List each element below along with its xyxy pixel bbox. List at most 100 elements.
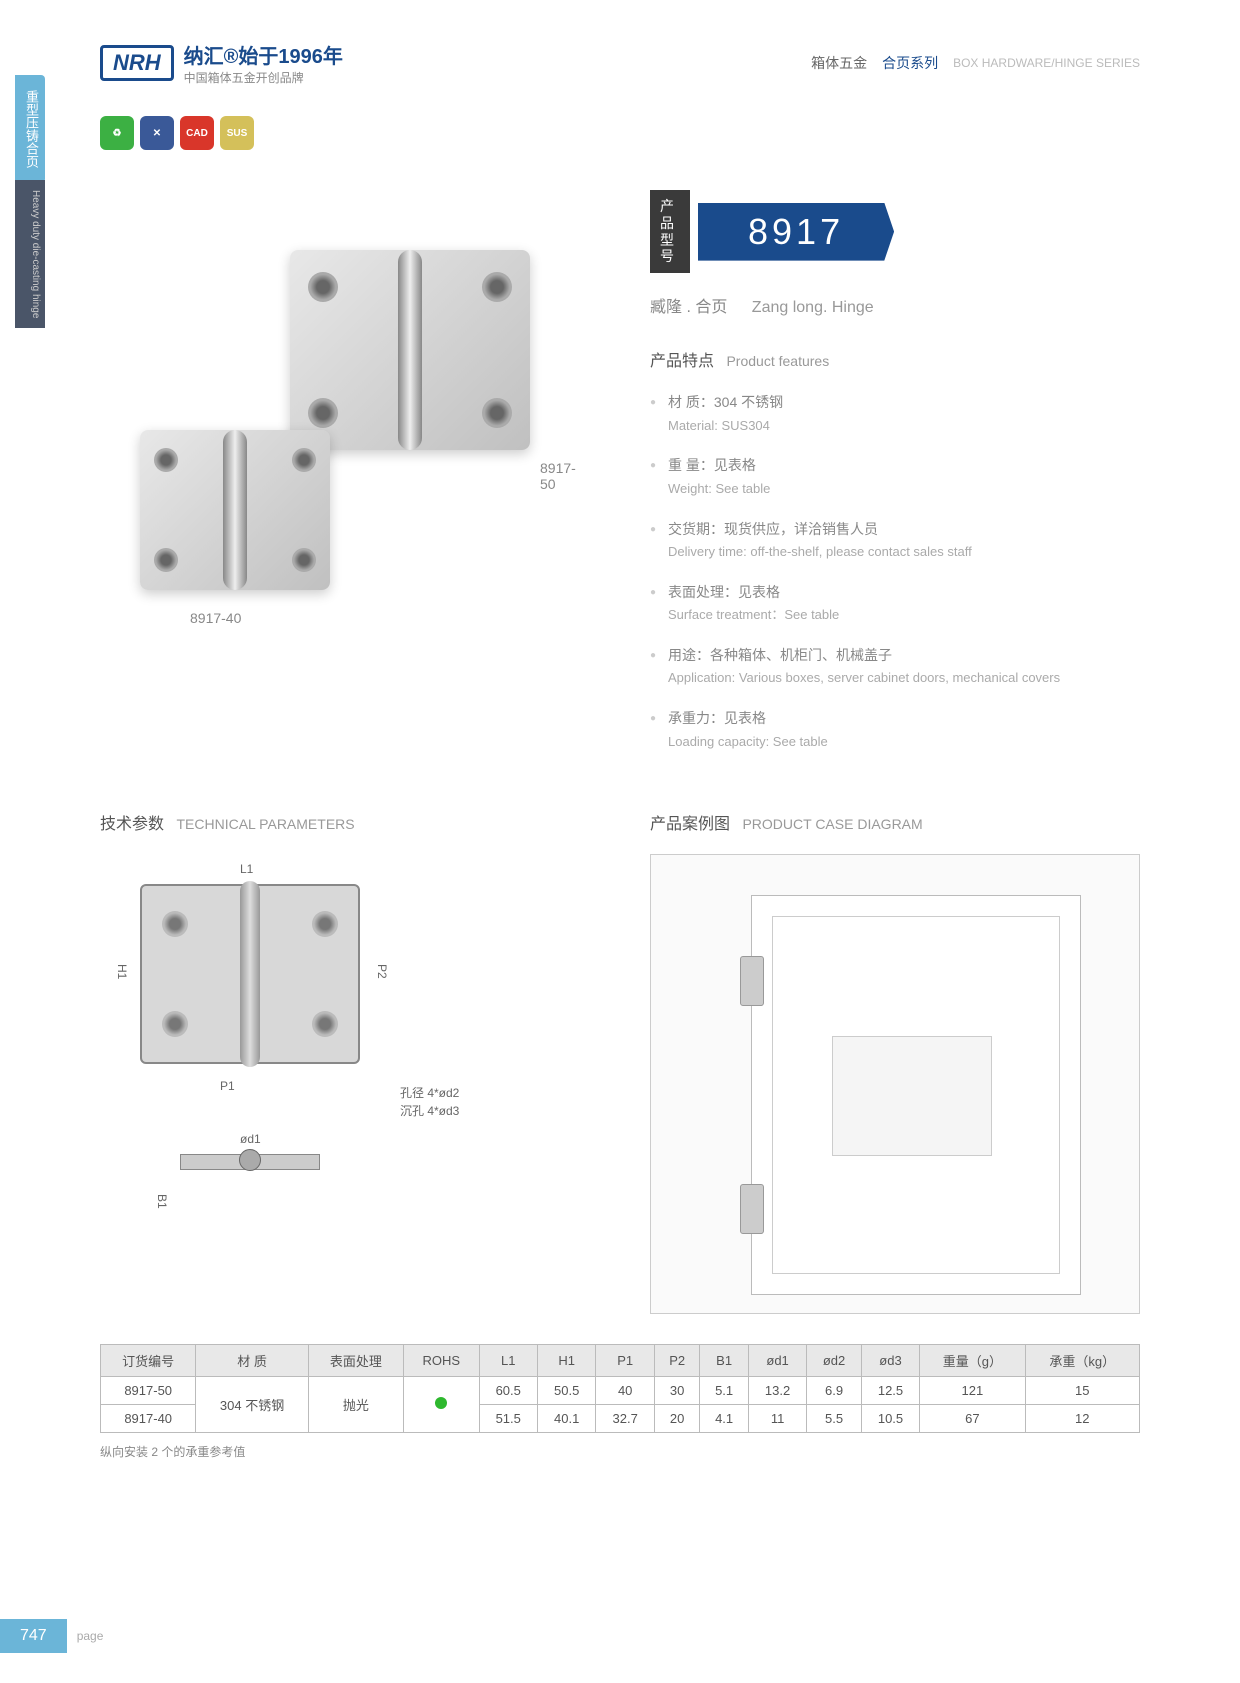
cell-value: 5.1	[700, 1377, 748, 1405]
hinge-image-small	[140, 430, 330, 590]
page-header: NRH 纳汇®始于1996年 中国箱体五金开创品牌 箱体五金 合页系列 BOX …	[0, 0, 1240, 106]
table-header-cell: B1	[700, 1345, 748, 1377]
feature-cn: 表面处理：见表格	[668, 584, 780, 600]
logo-block: NRH 纳汇®始于1996年 中国箱体五金开创品牌	[100, 40, 343, 86]
cell-surface: 抛光	[308, 1377, 403, 1433]
product-info: 产品型号 8917 臧隆 . 合页 Zang long. Hinge 产品特点 …	[650, 190, 1140, 770]
cell-value: 12	[1025, 1405, 1139, 1433]
dim-l1: L1	[240, 862, 253, 876]
header-category-cn: 箱体五金	[811, 53, 867, 73]
table-header-cell: P1	[596, 1345, 654, 1377]
feature-en: Material: SUS304	[668, 416, 1140, 437]
logo-sub: 中国箱体五金开创品牌	[184, 69, 343, 86]
logo: NRH	[100, 45, 174, 81]
case-title-en: PRODUCT CASE DIAGRAM	[742, 816, 922, 832]
model-label: 产品型号	[650, 190, 690, 273]
cell-value: 20	[654, 1405, 699, 1433]
hole-note1: 孔径 4*ød2	[400, 1084, 459, 1101]
feature-en: Application: Various boxes, server cabin…	[668, 668, 1140, 689]
door-hinge-top	[740, 956, 764, 1006]
feature-item: 承重力：见表格Loading capacity: See table	[650, 707, 1140, 752]
cell-value: 15	[1025, 1377, 1139, 1405]
cell-value: 40.1	[537, 1405, 595, 1433]
door-frame	[751, 895, 1081, 1295]
badge-row: ♻ ✕ CAD SUS	[0, 116, 1240, 150]
table-header-cell: ød1	[748, 1345, 806, 1377]
feature-en: Delivery time: off-the-shelf, please con…	[668, 542, 1140, 563]
cell-value: 13.2	[748, 1377, 806, 1405]
case-title-cn: 产品案例图	[650, 816, 730, 833]
feature-cn: 承重力：见表格	[668, 710, 766, 726]
product-subtitle: 臧隆 . 合页 Zang long. Hinge	[650, 293, 1140, 317]
page-number: 747	[0, 1619, 67, 1653]
table-header-cell: ød2	[807, 1345, 861, 1377]
feature-en: Surface treatment：See table	[668, 605, 1140, 626]
cell-value: 10.5	[861, 1405, 919, 1433]
spec-table: 订货编号材 质表面处理ROHSL1H1P1P2B1ød1ød2ød3重量（g）承…	[100, 1344, 1140, 1433]
hinge-image-large	[290, 250, 530, 450]
cell-value: 12.5	[861, 1377, 919, 1405]
table-header-cell: 重量（g）	[920, 1345, 1025, 1377]
table-header-cell: ROHS	[404, 1345, 479, 1377]
cell-value: 51.5	[479, 1405, 537, 1433]
cell-material: 304 不锈钢	[196, 1377, 308, 1433]
cell-value: 4.1	[700, 1405, 748, 1433]
dim-od1: ød1	[240, 1132, 261, 1146]
features-list: 材 质：304 不锈钢 Material: SUS304 重 量：见表格Weight…	[650, 391, 1140, 752]
feature-item: 表面处理：见表格 Surface treatment：See table	[650, 581, 1140, 626]
feature-cn: 交货期：现货供应，详洽销售人员	[668, 521, 878, 537]
cell-value: 32.7	[596, 1405, 654, 1433]
model-number: 8917	[698, 203, 894, 261]
badge-cad-icon: CAD	[180, 116, 214, 150]
subtitle-cn: 臧隆 . 合页	[650, 299, 727, 316]
feature-cn: 用途：各种箱体、机柜门、机械盖子	[668, 647, 892, 663]
table-header-cell: P2	[654, 1345, 699, 1377]
spec-table-section: 订货编号材 质表面处理ROHSL1H1P1P2B1ød1ød2ød3重量（g）承…	[0, 1314, 1240, 1460]
feature-en: Weight: See table	[668, 479, 1140, 500]
side-tab-cn: 重型压铸合页	[15, 75, 45, 183]
table-note: 纵向安装 2 个的承重参考值	[100, 1443, 1140, 1460]
case-diagram: 产品案例图 PRODUCT CASE DIAGRAM	[650, 810, 1140, 1314]
table-header-cell: H1	[537, 1345, 595, 1377]
feature-item: 材 质：304 不锈钢 Material: SUS304	[650, 391, 1140, 436]
cell-rohs	[404, 1377, 479, 1433]
table-header-row: 订货编号材 质表面处理ROHSL1H1P1P2B1ød1ød2ød3重量（g）承…	[101, 1345, 1140, 1377]
cell-value: 67	[920, 1405, 1025, 1433]
header-series-cn: 合页系列	[882, 53, 938, 73]
cell-id: 8917-50	[101, 1377, 196, 1405]
dim-p2: P2	[375, 964, 389, 979]
cell-id: 8917-40	[101, 1405, 196, 1433]
drawing-hinge-top	[140, 884, 360, 1064]
table-body: 8917-50304 不锈钢抛光60.550.540305.113.26.912…	[101, 1377, 1140, 1433]
tech-title-cn: 技术参数	[100, 816, 164, 833]
cell-value: 5.5	[807, 1405, 861, 1433]
features-title-en: Product features	[726, 353, 829, 369]
features-title-cn: 产品特点	[650, 353, 714, 370]
feature-item: 重 量：见表格Weight: See table	[650, 454, 1140, 499]
subtitle-en: Zang long. Hinge	[752, 299, 874, 316]
image-label-large: 8917-50	[540, 460, 590, 492]
cell-value: 11	[748, 1405, 806, 1433]
table-header-cell: ød3	[861, 1345, 919, 1377]
tech-title-en: TECHNICAL PARAMETERS	[176, 816, 354, 832]
cell-value: 40	[596, 1377, 654, 1405]
feature-cn: 材 质：304 不锈钢	[668, 394, 783, 410]
table-row: 8917-50304 不锈钢抛光60.550.540305.113.26.912…	[101, 1377, 1140, 1405]
dim-b1: B1	[155, 1194, 169, 1209]
feature-item: 用途：各种箱体、机柜门、机械盖子 Application: Various box…	[650, 644, 1140, 689]
tech-drawing: L1 H1 P1 P2 孔径 4*ød2 沉孔 4*ød3 ød1 B1	[100, 854, 590, 1274]
product-images: 8917-50 8917-40	[100, 190, 590, 670]
drawing-side-view	[180, 1154, 320, 1170]
cell-value: 121	[920, 1377, 1025, 1405]
cell-value: 6.9	[807, 1377, 861, 1405]
page-label: page	[77, 1629, 104, 1643]
cell-value: 50.5	[537, 1377, 595, 1405]
features-title: 产品特点 Product features	[650, 347, 1140, 371]
table-header-cell: 订货编号	[101, 1345, 196, 1377]
badge-tool-icon: ✕	[140, 116, 174, 150]
door-hinge-bottom	[740, 1184, 764, 1234]
dim-p1: P1	[220, 1079, 235, 1093]
hole-note2: 沉孔 4*ød3	[400, 1102, 459, 1119]
cell-value: 30	[654, 1377, 699, 1405]
table-header-cell: 材 质	[196, 1345, 308, 1377]
